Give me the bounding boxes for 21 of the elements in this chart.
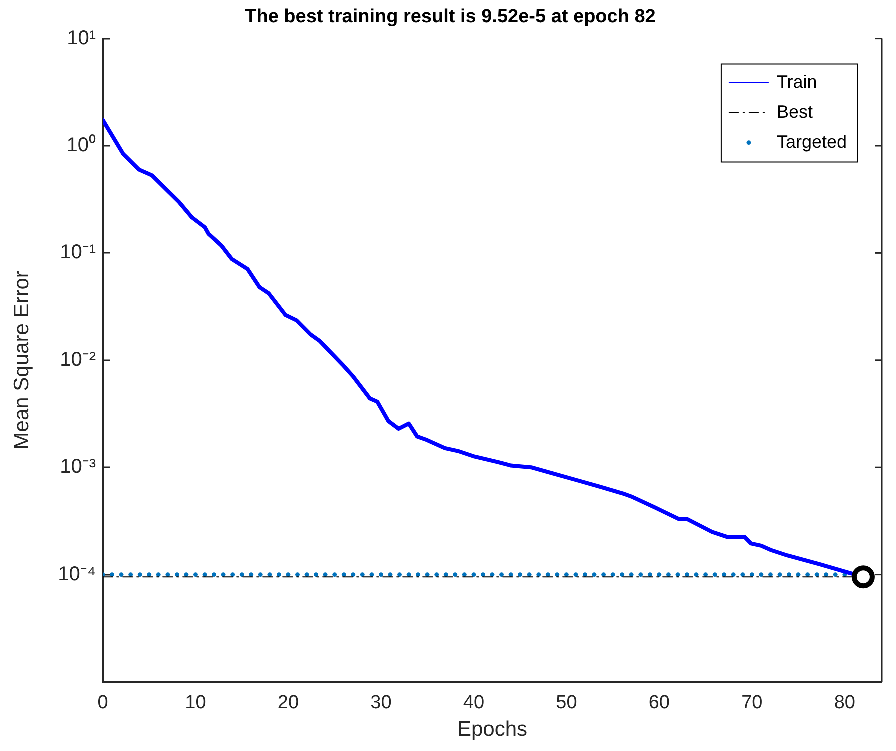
y-tick-label: 10⁰ (66, 134, 96, 157)
legend-label: Targeted (776, 132, 848, 152)
chart-title: The best training result is 9.52e-5 at epoch 82 (245, 6, 656, 28)
x-axis-title: Epochs (457, 718, 528, 742)
y-tick-label: 10⁻² (60, 348, 96, 371)
x-tick-label: 70 (742, 692, 763, 714)
legend-label: Train (776, 72, 818, 92)
y-tick-label: 10¹ (67, 27, 96, 50)
y-tick-label: 10⁻¹ (60, 242, 96, 264)
y-tick-label: 10⁻³ (60, 456, 96, 478)
y-axis-title: Mean Square Error (10, 271, 34, 450)
x-tick-label: 30 (370, 692, 392, 714)
x-tick-label: 60 (648, 692, 670, 714)
x-tick-label: 50 (556, 692, 578, 714)
x-tick-label: 0 (98, 692, 108, 714)
x-tick-label: 40 (463, 692, 485, 714)
x-tick-label: 10 (185, 692, 206, 714)
legend-label: Best (776, 102, 813, 122)
x-tick-label: 20 (278, 692, 300, 714)
y-tick-label: 10⁻⁴ (58, 563, 96, 586)
x-tick-label: 80 (834, 692, 856, 714)
